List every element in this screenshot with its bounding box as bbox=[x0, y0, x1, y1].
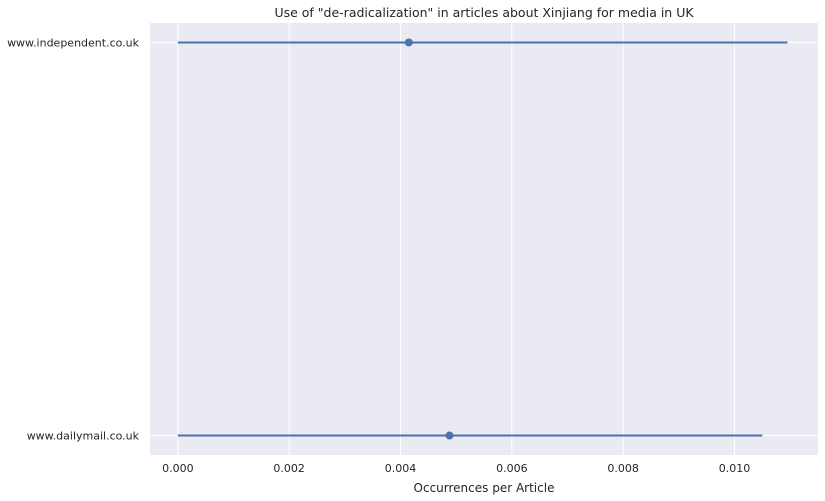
y-tick-label: www.independent.co.uk bbox=[7, 36, 140, 49]
x-tick-label: 0.006 bbox=[496, 462, 528, 475]
plot-area bbox=[150, 23, 818, 455]
x-tick-label: 0.002 bbox=[273, 462, 305, 475]
y-tick-label: www.dailymail.co.uk bbox=[27, 430, 140, 443]
x-axis-ticks: 0.000 0.002 0.004 0.006 0.008 0.010 bbox=[162, 462, 750, 475]
chart-title: Use of "de-radicalization" in articles a… bbox=[274, 5, 694, 20]
x-axis-label: Occurrences per Article bbox=[414, 481, 555, 495]
x-tick-label: 0.004 bbox=[385, 462, 417, 475]
data-marks bbox=[177, 38, 788, 440]
data-point bbox=[445, 431, 454, 440]
data-point bbox=[404, 38, 413, 47]
x-tick-label: 0.008 bbox=[607, 462, 639, 475]
y-axis-categories: www.independent.co.uk www.dailymail.co.uk bbox=[7, 36, 140, 442]
x-tick-label: 0.010 bbox=[719, 462, 751, 475]
x-tick-label: 0.000 bbox=[162, 462, 194, 475]
